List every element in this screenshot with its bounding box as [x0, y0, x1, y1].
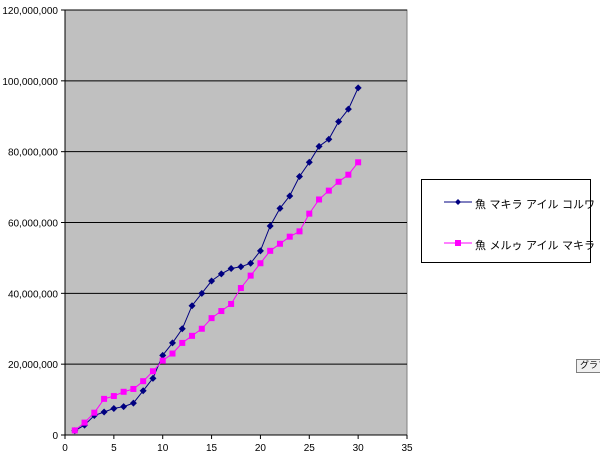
data-point-series-1: [208, 277, 216, 285]
data-point-series-1: [198, 289, 206, 297]
data-point-series-1: [344, 105, 352, 113]
y-tick-label: 40,000,000: [8, 289, 58, 300]
y-tick-label: 0: [52, 431, 58, 442]
data-point-series-2: [325, 187, 332, 194]
data-point-series-2: [316, 196, 323, 203]
data-point-series-1: [149, 374, 157, 382]
legend: 魚 マキラ アイル コルワ 魚 メルゥ アイル マキラ: [421, 179, 595, 263]
legend-item-series-2: 魚 メルゥ アイル マキラ: [422, 235, 595, 253]
legend-swatch-series-2: [444, 240, 472, 246]
x-tick-label: 25: [304, 443, 316, 454]
data-point-series-2: [179, 339, 186, 346]
x-tick-label: 20: [255, 443, 267, 454]
data-point-series-2: [81, 419, 88, 426]
y-tick-label: 120,000,000: [2, 6, 58, 17]
gridlines: [65, 9, 407, 365]
data-point-series-2: [257, 260, 264, 267]
x-tick-label: 5: [111, 443, 117, 454]
data-point-series-2: [267, 247, 274, 254]
data-point-series-1: [120, 403, 128, 411]
data-point-series-1: [227, 265, 235, 273]
data-point-series-1: [305, 158, 313, 166]
data-point-series-2: [286, 233, 293, 240]
x-tick-label: 35: [401, 443, 413, 454]
data-point-series-1: [276, 204, 284, 212]
data-point-series-1: [354, 84, 362, 92]
data-point-series-2: [306, 210, 313, 217]
data-point-series-2: [71, 427, 78, 434]
data-point-series-2: [110, 393, 117, 400]
data-point-series-2: [130, 385, 137, 392]
data-point-series-2: [101, 395, 108, 402]
data-point-series-2: [159, 357, 166, 364]
data-point-series-1: [168, 339, 176, 347]
data-point-series-2: [149, 368, 156, 375]
data-point-series-2: [276, 240, 283, 247]
data-point-series-2: [208, 315, 215, 322]
data-point-series-1: [217, 270, 225, 278]
data-point-series-2: [189, 332, 196, 339]
legend-item-series-1: 魚 マキラ アイル コルワ: [422, 194, 595, 212]
data-point-series-1: [315, 142, 323, 150]
legend-label-series-1: 魚 マキラ アイル コルワ: [475, 198, 595, 211]
data-point-series-2: [120, 388, 127, 395]
data-point-series-2: [247, 272, 254, 279]
data-point-series-1: [237, 263, 245, 271]
x-tick-label: 15: [206, 443, 218, 454]
data-point-series-1: [188, 302, 196, 310]
data-point-series-2: [228, 300, 235, 307]
legend-label-series-2: 魚 メルゥ アイル マキラ: [475, 239, 595, 252]
legend-swatch-series-1: [444, 199, 472, 205]
data-point-series-1: [286, 192, 294, 200]
data-point-series-2: [345, 171, 352, 178]
data-point-series-1: [100, 408, 108, 416]
data-point-series-2: [91, 409, 98, 416]
data-point-series-2: [198, 325, 205, 332]
y-tick-label: 100,000,000: [2, 77, 58, 88]
data-point-series-2: [355, 159, 362, 166]
x-tick-label: 10: [157, 443, 169, 454]
data-point-series-1: [335, 118, 343, 126]
data-point-series-2: [237, 285, 244, 292]
data-point-series-2: [296, 228, 303, 235]
y-tick-label: 60,000,000: [8, 219, 58, 230]
data-point-series-2: [169, 350, 176, 357]
data-point-series-1: [178, 325, 186, 333]
data-point-series-2: [140, 378, 147, 385]
y-tick-label: 80,000,000: [8, 148, 58, 159]
y-tick-label: 20,000,000: [8, 360, 58, 371]
x-tick-label: 30: [353, 443, 365, 454]
data-point-series-1: [110, 404, 118, 412]
data-point-series-1: [129, 399, 137, 407]
data-point-series-1: [247, 259, 255, 267]
x-tick-label: 0: [62, 443, 68, 454]
data-point-series-1: [266, 222, 274, 230]
axes: 0 20,000,000 40,000,000 60,000,000 80,000,00…: [2, 6, 413, 454]
data-point-series-1: [296, 172, 304, 180]
data-point-series-2: [218, 308, 225, 315]
data-point-series-1: [325, 135, 333, 143]
data-point-series-1: [159, 351, 167, 359]
data-point-series-1: [139, 387, 147, 395]
data-point-series-2: [335, 178, 342, 185]
chart-tab-button[interactable]: グラフ: [576, 359, 600, 373]
data-point-series-1: [256, 247, 264, 255]
series-group: [71, 84, 362, 435]
